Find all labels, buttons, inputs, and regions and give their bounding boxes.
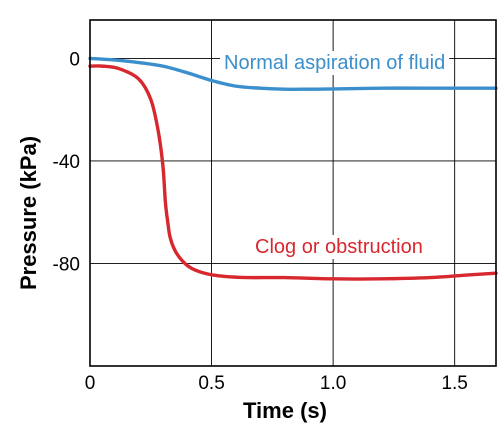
y-tick-label: 0 bbox=[69, 49, 80, 70]
x-tick-label: 1.5 bbox=[441, 373, 467, 394]
plot-frame bbox=[89, 19, 497, 367]
x-axis-title: Time (s) bbox=[243, 398, 327, 423]
normal-aspiration-line bbox=[88, 56, 498, 91]
x-tick-label: 0 bbox=[85, 373, 96, 394]
clog-obstruction-label: Clog or obstruction bbox=[255, 236, 423, 258]
normal-aspiration-label-bg bbox=[220, 51, 450, 75]
y-tick-label: -80 bbox=[53, 254, 80, 275]
x-tick-label: 1.0 bbox=[320, 373, 346, 394]
y-axis-title: Pressure (kPa) bbox=[16, 136, 41, 290]
normal-aspiration-label: Normal aspiration of fluid bbox=[224, 52, 445, 74]
y-tick-label: -40 bbox=[53, 152, 80, 173]
x-tick-label: 0.5 bbox=[198, 373, 224, 394]
clog-obstruction-line bbox=[88, 64, 498, 281]
y-tick-labels: 0 -40 -80 bbox=[53, 49, 80, 275]
x-tick-labels: 0 0.5 1.0 1.5 bbox=[85, 373, 468, 394]
series-lines bbox=[88, 56, 498, 281]
grid-lines bbox=[90, 20, 496, 366]
clog-label-bg bbox=[251, 235, 427, 259]
